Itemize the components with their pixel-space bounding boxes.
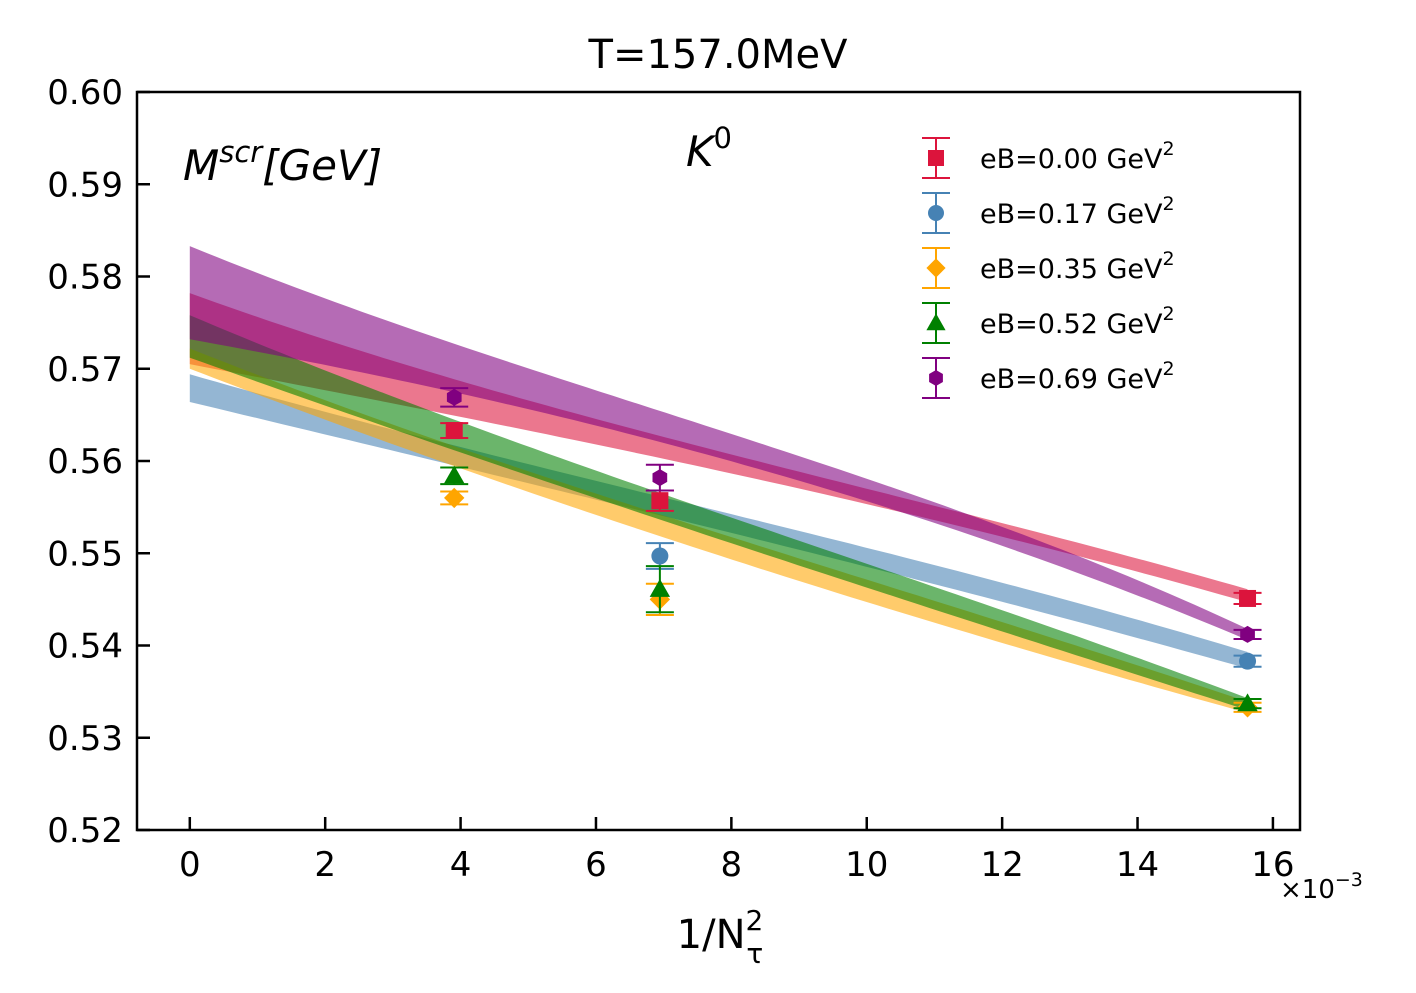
- x-tick-label-7: 14: [1116, 845, 1159, 885]
- x-tick-label-0: 0: [179, 845, 201, 885]
- fit-band-4: [189, 246, 1248, 640]
- data-point-4-2: [1240, 625, 1255, 643]
- y-tick-label-6: 0.58: [47, 258, 123, 298]
- y-tick-label-8: 0.60: [47, 73, 123, 113]
- legend-label-3: eB=0.52 GeV2: [980, 303, 1175, 340]
- particle-label-sup: 0: [714, 121, 732, 155]
- fit-band-3: [189, 315, 1248, 711]
- x-tick-label-5: 10: [845, 845, 888, 885]
- y-tick-label-4: 0.56: [47, 442, 123, 482]
- legend-marker-2: [926, 258, 946, 278]
- particle-label: K0: [686, 121, 732, 176]
- data-point-0-0: [445, 422, 463, 440]
- y-tick-label-2: 0.54: [47, 627, 123, 667]
- legend-label-4: eB=0.69 GeV2: [980, 358, 1175, 395]
- quantity-label-unit: [GeV]: [262, 141, 382, 190]
- legend-marker-3: [926, 313, 946, 331]
- data-point-3-2: [1237, 693, 1258, 712]
- x-axis-label-sup: 2: [746, 904, 764, 937]
- x-axis: 0 2 4 6 8 10 12 14 16: [179, 817, 1295, 885]
- legend-marker-1: [928, 205, 944, 221]
- legend-marker-0: [928, 150, 944, 166]
- y-axis: 0.52 0.53 0.54 0.55 0.56 0.57 0.58 0.59 0.60: [47, 73, 150, 851]
- legend-label-2: eB=0.35 GeV2: [980, 248, 1175, 285]
- data-points: [440, 387, 1262, 718]
- data-point-1-1: [651, 547, 669, 565]
- legend-label-0: eB=0.00 GeV2: [980, 138, 1175, 175]
- data-point-3-0: [444, 465, 465, 484]
- x-tick-label-2: 4: [450, 845, 472, 885]
- chart-title: T=157.0MeV: [588, 32, 849, 78]
- data-point-0-2: [1239, 589, 1257, 607]
- data-point-0-1: [651, 492, 669, 510]
- x-tick-label-4: 8: [721, 845, 743, 885]
- y-tick-label-5: 0.57: [47, 350, 123, 390]
- legend-item-2: eB=0.35 GeV2: [922, 247, 1175, 289]
- y-tick-label-0: 0.52: [47, 811, 123, 851]
- legend-item-3: eB=0.52 GeV2: [922, 302, 1175, 344]
- x-tick-label-1: 2: [314, 845, 336, 885]
- x-axis-label-sub: τ: [746, 937, 763, 970]
- data-point-2-0: [444, 487, 465, 509]
- legend-item-0: eB=0.00 GeV2: [922, 137, 1175, 179]
- legend-item-1: eB=0.17 GeV2: [922, 192, 1175, 234]
- data-point-4-0: [446, 388, 462, 406]
- y-tick-label-3: 0.55: [47, 534, 123, 574]
- legend-marker-4: [929, 370, 943, 386]
- y-tick-label-1: 0.53: [47, 719, 123, 759]
- quantity-label: Mscr[GeV]: [183, 135, 382, 190]
- x-axis-multiplier-exp: −3: [1335, 869, 1363, 891]
- data-point-3-1: [649, 579, 671, 597]
- data-point-4-1: [652, 469, 668, 487]
- x-tick-label-6: 12: [981, 845, 1024, 885]
- legend-label-1: eB=0.17 GeV2: [980, 193, 1175, 230]
- legend-item-4: eB=0.69 GeV2: [922, 357, 1175, 399]
- data-point-1-2: [1239, 652, 1257, 670]
- legend: eB=0.00 GeV2 eB=0.17 GeV2 eB=0.35 GeV2 eB=0…: [922, 137, 1175, 399]
- x-axis-label: 1/N2 τ: [677, 904, 764, 970]
- fit-bands: [189, 246, 1248, 713]
- x-tick-label-8: 16: [1251, 845, 1294, 885]
- x-tick-label-3: 6: [585, 845, 607, 885]
- quantity-label-sup: scr: [219, 135, 264, 169]
- y-tick-label-7: 0.59: [47, 165, 123, 205]
- x-axis-multiplier: ×10−3: [1280, 869, 1363, 905]
